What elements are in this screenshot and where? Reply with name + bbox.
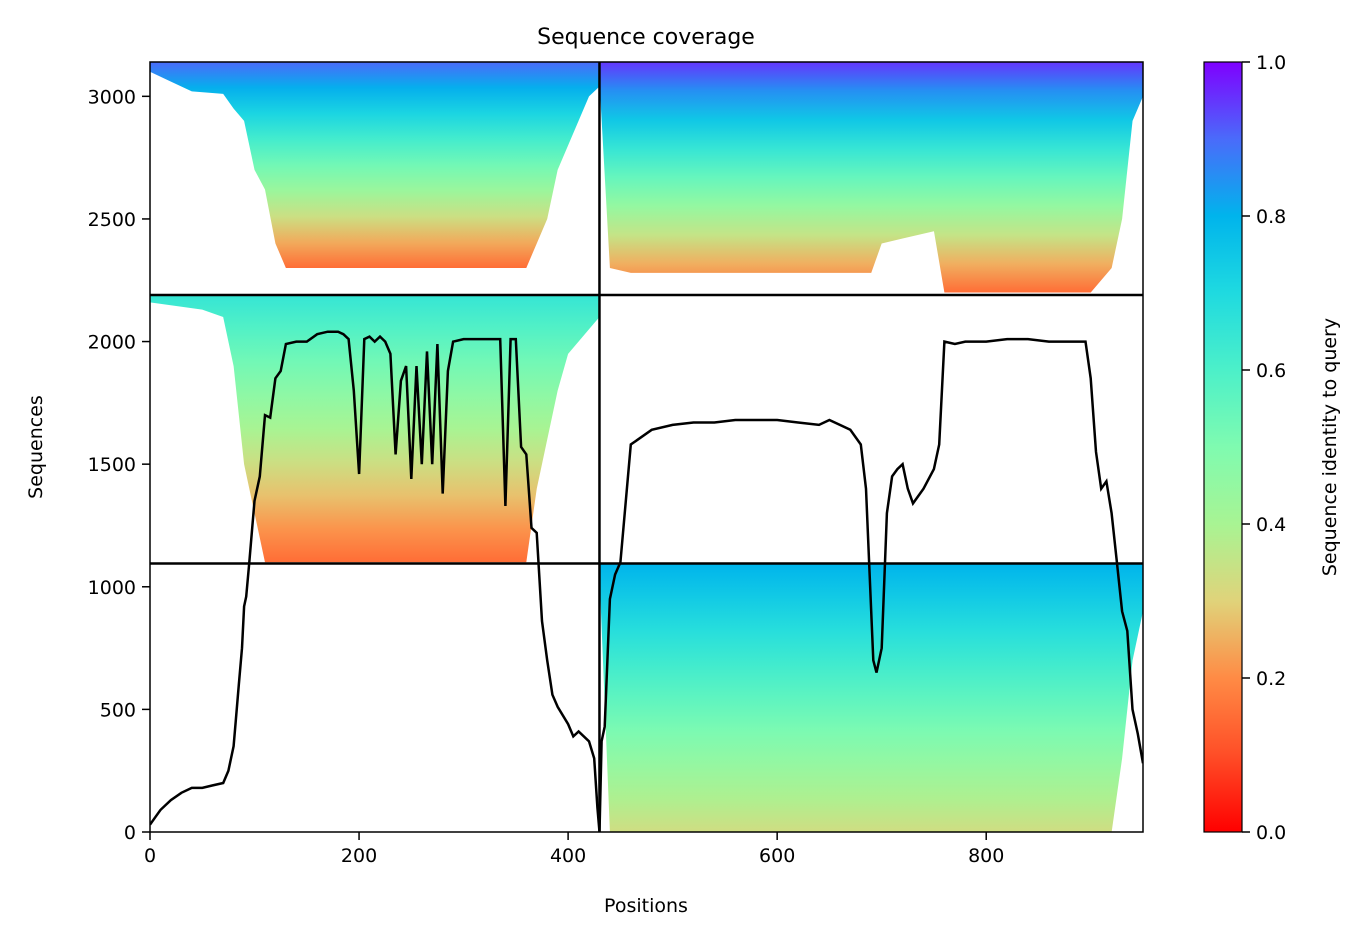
x-tick-label: 600	[759, 845, 795, 867]
plot-frame	[149, 61, 1144, 833]
colorbar	[1203, 61, 1243, 833]
colorbar-ticks: 0.0 0.2 0.4 0.6 0.8 1.0	[1242, 52, 1286, 844]
y-tick-label: 2500	[88, 209, 136, 231]
x-axis-ticks: 0 200 400 600 800	[144, 832, 1004, 867]
y-tick-label: 1500	[88, 454, 136, 476]
y-tick-label: 1000	[88, 577, 136, 599]
y-axis-label: Sequences	[25, 395, 47, 499]
block-dividers	[150, 62, 1143, 832]
colorbar-tick-label: 1.0	[1256, 52, 1286, 74]
coverage-block-2	[599, 62, 1143, 293]
colorbar-tick-label: 0.8	[1256, 206, 1286, 228]
coverage-heatmap-blocks	[150, 62, 1143, 832]
x-tick-label: 0	[144, 845, 156, 867]
x-axis-label: Positions	[604, 895, 688, 917]
x-tick-label: 400	[550, 845, 586, 867]
chart-title: Sequence coverage	[537, 25, 755, 50]
coverage-line	[150, 330, 1143, 832]
colorbar-label: Sequence identity to query	[1319, 318, 1341, 576]
x-tick-label: 200	[341, 845, 377, 867]
colorbar-tick-label: 0.6	[1256, 360, 1286, 382]
coverage-block-1	[150, 62, 600, 268]
colorbar-tick-label: 0.4	[1256, 514, 1286, 536]
y-axis-ticks: 0 500 1000 1500 2000 2500 3000	[88, 86, 150, 844]
y-tick-label: 2000	[88, 332, 136, 354]
y-tick-label: 500	[100, 699, 136, 721]
y-tick-label: 0	[124, 822, 136, 844]
x-tick-label: 800	[968, 845, 1004, 867]
colorbar-tick-label: 0.0	[1256, 822, 1286, 844]
y-tick-label: 3000	[88, 86, 136, 108]
coverage-block-3	[150, 294, 600, 563]
coverage-block-4	[599, 563, 1143, 832]
colorbar-tick-label: 0.2	[1256, 668, 1286, 690]
